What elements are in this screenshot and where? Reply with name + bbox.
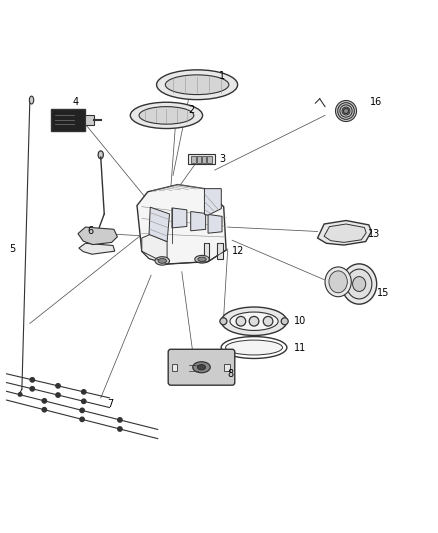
Ellipse shape <box>220 318 227 325</box>
Ellipse shape <box>230 312 278 330</box>
Ellipse shape <box>95 233 102 238</box>
Polygon shape <box>324 224 366 243</box>
Text: 5: 5 <box>10 244 16 254</box>
Circle shape <box>80 417 84 422</box>
Ellipse shape <box>166 75 229 94</box>
Ellipse shape <box>193 362 210 373</box>
Text: 11: 11 <box>293 343 306 352</box>
Ellipse shape <box>198 365 205 370</box>
Text: 1: 1 <box>219 71 225 81</box>
Polygon shape <box>191 212 206 231</box>
Polygon shape <box>172 208 187 228</box>
Ellipse shape <box>236 317 246 326</box>
Ellipse shape <box>325 267 351 297</box>
Ellipse shape <box>346 269 372 299</box>
Bar <box>51 109 85 131</box>
Circle shape <box>80 408 84 413</box>
FancyBboxPatch shape <box>168 349 235 385</box>
Bar <box>204 243 209 259</box>
Ellipse shape <box>29 96 34 104</box>
Ellipse shape <box>158 259 166 263</box>
Ellipse shape <box>156 70 237 100</box>
Polygon shape <box>79 243 115 254</box>
Polygon shape <box>137 184 226 264</box>
Bar <box>172 364 177 371</box>
Bar <box>191 156 196 163</box>
Ellipse shape <box>343 108 349 114</box>
Ellipse shape <box>155 257 170 265</box>
Text: 7: 7 <box>107 399 113 409</box>
Circle shape <box>81 399 86 403</box>
Bar <box>217 243 223 259</box>
Circle shape <box>42 399 46 403</box>
Ellipse shape <box>198 257 206 261</box>
Ellipse shape <box>249 317 259 326</box>
Text: 2: 2 <box>188 104 194 115</box>
Circle shape <box>42 408 46 412</box>
Text: 15: 15 <box>377 288 389 298</box>
Circle shape <box>30 386 35 391</box>
Circle shape <box>56 384 60 388</box>
Ellipse shape <box>329 271 347 293</box>
Polygon shape <box>78 227 117 245</box>
Circle shape <box>118 427 122 431</box>
Bar <box>85 115 94 125</box>
Bar <box>207 156 212 163</box>
Ellipse shape <box>139 107 194 124</box>
Ellipse shape <box>336 101 357 122</box>
Ellipse shape <box>281 318 288 325</box>
Polygon shape <box>142 235 167 264</box>
Circle shape <box>56 393 60 397</box>
Bar <box>224 364 230 371</box>
Ellipse shape <box>263 317 273 326</box>
Ellipse shape <box>342 264 377 304</box>
Text: 3: 3 <box>219 154 225 164</box>
Circle shape <box>118 418 122 422</box>
Text: 13: 13 <box>368 229 380 239</box>
Bar <box>202 156 206 163</box>
Polygon shape <box>318 221 371 245</box>
Circle shape <box>18 393 22 396</box>
Text: 16: 16 <box>370 97 382 107</box>
Text: 12: 12 <box>232 246 244 256</box>
Ellipse shape <box>98 151 103 159</box>
Polygon shape <box>208 214 222 233</box>
Circle shape <box>30 378 35 382</box>
Text: 6: 6 <box>88 227 94 237</box>
Ellipse shape <box>131 102 202 128</box>
Ellipse shape <box>195 255 209 263</box>
Polygon shape <box>205 189 221 215</box>
Bar <box>197 156 201 163</box>
Bar <box>188 154 215 165</box>
Ellipse shape <box>353 277 366 292</box>
Text: 8: 8 <box>228 369 234 379</box>
Circle shape <box>81 390 86 394</box>
Text: 10: 10 <box>293 316 306 326</box>
Ellipse shape <box>226 340 283 355</box>
Polygon shape <box>149 207 170 241</box>
Ellipse shape <box>221 307 287 335</box>
Text: 4: 4 <box>72 97 78 107</box>
